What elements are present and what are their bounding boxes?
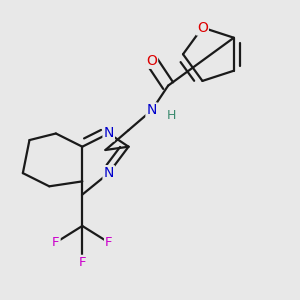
Text: F: F (105, 236, 112, 249)
Text: H: H (167, 109, 176, 122)
Text: O: O (197, 20, 208, 34)
Text: N: N (146, 103, 157, 117)
Text: O: O (146, 54, 157, 68)
Text: N: N (103, 127, 114, 140)
Text: F: F (79, 256, 86, 269)
Text: F: F (52, 236, 60, 249)
Text: N: N (103, 166, 114, 180)
